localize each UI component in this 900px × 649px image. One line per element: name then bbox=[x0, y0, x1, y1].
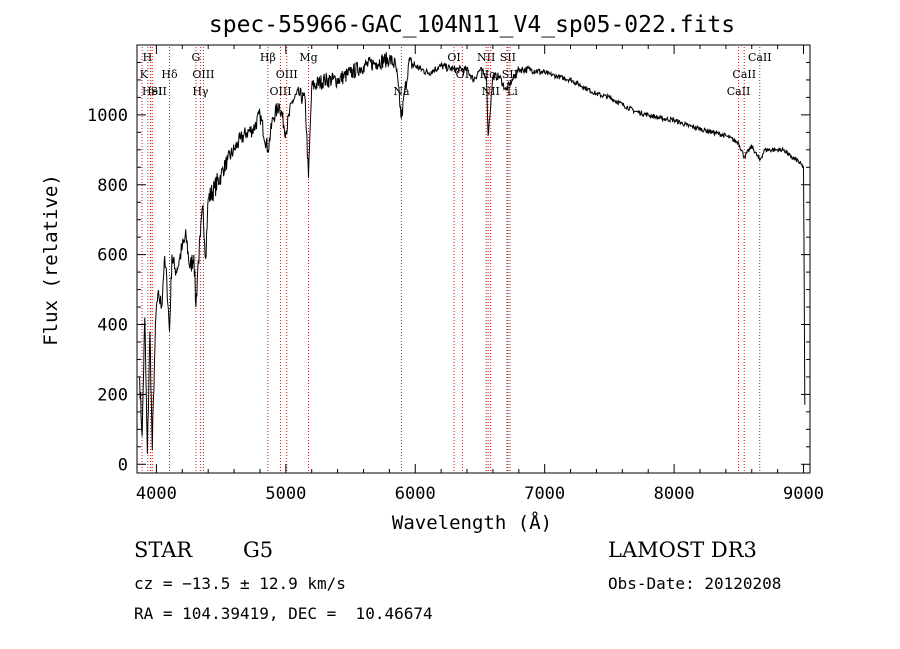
spectral-line-markers: KHHeISIIHδGHγOIIIHβOIIIOIIIMgNaOIOINIIHα… bbox=[140, 47, 772, 473]
object-class: STAR bbox=[134, 538, 193, 562]
x-tick-label-4000: 4000 bbox=[136, 484, 177, 504]
line-label-2: HeI bbox=[142, 85, 162, 98]
line-label-8: Hβ bbox=[260, 51, 276, 64]
y-tick-label-400: 400 bbox=[97, 316, 128, 336]
y-axis-label: Flux (relative) bbox=[40, 174, 62, 346]
line-label-5: G bbox=[191, 51, 200, 64]
x-tick-label-5000: 5000 bbox=[265, 484, 306, 504]
line-label-4: Hδ bbox=[161, 68, 178, 81]
spectrum-line bbox=[139, 52, 806, 454]
chart-title: spec-55966-GAC_104N11_V4_sp05-022.fits bbox=[209, 12, 735, 38]
line-label-11: Mg bbox=[299, 51, 317, 64]
line-label-3: SII bbox=[151, 85, 167, 98]
line-label-15: NII bbox=[477, 51, 495, 64]
y-tick-label-0: 0 bbox=[118, 455, 128, 475]
line-label-17: NII bbox=[482, 85, 500, 98]
x-tick-label-6000: 6000 bbox=[395, 484, 436, 504]
x-axis-ticks: 4000 5000 6000 7000 8000 9000 bbox=[136, 45, 824, 504]
ra-dec: RA = 104.39419, DEC = 10.46674 bbox=[134, 604, 433, 623]
y-tick-label-600: 600 bbox=[97, 246, 128, 266]
line-label-10: OIII bbox=[276, 68, 298, 81]
line-label-1: H bbox=[143, 51, 153, 64]
line-label-12: Na bbox=[393, 85, 410, 98]
line-label-13: OI bbox=[447, 51, 460, 64]
line-label-7: OIII bbox=[192, 68, 214, 81]
line-label-23: CaII bbox=[748, 51, 772, 64]
y-tick-label-200: 200 bbox=[97, 385, 128, 405]
x-axis-label: Wavelength (Å) bbox=[392, 511, 552, 534]
redshift-cz: cz = −13.5 ± 12.9 km/s bbox=[134, 574, 346, 593]
line-label-22: CaII bbox=[732, 68, 756, 81]
line-label-21: CaII bbox=[727, 85, 751, 98]
line-label-19: SII bbox=[500, 51, 516, 64]
x-tick-label-7000: 7000 bbox=[524, 484, 565, 504]
line-label-0: K bbox=[140, 68, 149, 81]
survey-name: LAMOST DR3 bbox=[608, 538, 757, 562]
y-tick-label-800: 800 bbox=[97, 176, 128, 196]
line-label-6: Hγ bbox=[192, 85, 209, 98]
observation-date: Obs-Date: 20120208 bbox=[608, 574, 782, 593]
line-label-18: Li bbox=[507, 85, 518, 98]
y-tick-label-1000: 1000 bbox=[87, 106, 128, 126]
x-tick-label-9000: 9000 bbox=[783, 484, 824, 504]
x-tick-label-8000: 8000 bbox=[654, 484, 695, 504]
y-axis-ticks: 0 200 400 600 800 1000 bbox=[87, 61, 810, 475]
line-label-9: OIII bbox=[269, 85, 291, 98]
plot-frame bbox=[136, 44, 811, 474]
object-subclass: G5 bbox=[243, 538, 274, 562]
